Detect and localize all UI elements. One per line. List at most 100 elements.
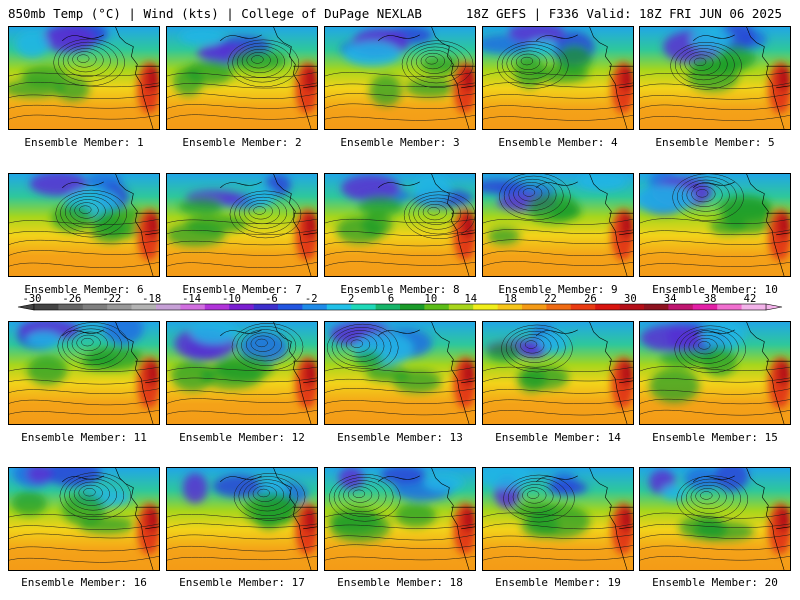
ensemble-member-label: Ensemble Member: 19 [495, 576, 621, 589]
ensemble-map-panel [324, 467, 476, 571]
coastline [693, 27, 790, 129]
temperature-map [167, 468, 317, 570]
colorbar-swatch [400, 304, 425, 310]
temperature-map [325, 27, 475, 129]
ensemble-member-label: Ensemble Member: 15 [652, 431, 778, 444]
temperature-anomalies [483, 174, 633, 261]
colorbar-swatch [522, 304, 547, 310]
temperature-map [325, 322, 475, 424]
temperature-map [167, 27, 317, 129]
colorbar-swatch [448, 304, 474, 310]
colorbar-tick-label: 22 [544, 294, 557, 305]
contour-lines [483, 324, 633, 416]
colorbar-swatch [156, 304, 181, 310]
temperature-map [640, 27, 790, 129]
coastline [220, 468, 317, 570]
colorbar-swatch [253, 304, 279, 310]
ensemble-map-panel [639, 467, 791, 571]
temperature-anomalies [173, 28, 317, 114]
temperature-anomalies [9, 27, 159, 114]
coastline [220, 174, 317, 276]
colorbar-swatch [619, 304, 645, 310]
temperature-anomalies [485, 323, 633, 409]
coastline [62, 174, 159, 276]
ensemble-member-label: Ensemble Member: 3 [340, 136, 460, 149]
ensemble-member-label: Ensemble Member: 10 [652, 283, 778, 296]
temperature-map [9, 322, 159, 424]
ensemble-member-label: Ensemble Member: 13 [337, 431, 463, 444]
colorbar-swatch [595, 304, 620, 310]
colorbar-swatch [351, 304, 376, 310]
temperature-map [640, 468, 790, 570]
contour-lines [9, 189, 159, 268]
colorbar-swatch [326, 304, 352, 310]
colorbar-tick-label: 14 [464, 294, 477, 305]
temperature-anomalies [336, 174, 475, 261]
coastline [378, 27, 475, 129]
colorbar-swatch [692, 304, 718, 310]
colorbar-swatch [424, 304, 450, 310]
colorbar-swatch [34, 304, 59, 310]
ensemble-map-panel [324, 173, 476, 277]
temperature-map [9, 27, 159, 129]
ensemble-map-panel [166, 173, 318, 277]
ensemble-member-label: Ensemble Member: 6 [24, 283, 144, 296]
ensemble-member-label: Ensemble Member: 4 [498, 136, 618, 149]
temperature-anomalies [483, 27, 633, 114]
colorbar-swatch [741, 304, 767, 310]
temperature-anomalies [663, 27, 790, 114]
colorbar-tick-label: -2 [305, 294, 318, 305]
ensemble-map-panel [324, 321, 476, 425]
colorbar-swatch [497, 304, 523, 310]
colorbar-tick-label: -26 [62, 294, 81, 305]
coastline [62, 468, 159, 570]
colorbar-tick-label: 6 [388, 294, 394, 305]
temperature-map [325, 468, 475, 570]
coastline [693, 322, 790, 424]
colorbar-swatch [570, 304, 596, 310]
contour-lines [640, 174, 790, 267]
contour-lines [640, 475, 790, 561]
colorbar-swatch [58, 304, 84, 310]
colorbar-tick-label: 26 [584, 294, 597, 305]
ensemble-member-label: Ensemble Member: 14 [495, 431, 621, 444]
ensemble-map-panel [166, 26, 318, 130]
ensemble-member-label: Ensemble Member: 7 [182, 283, 302, 296]
temperature-map [483, 27, 633, 129]
ensemble-map-panel [324, 26, 476, 130]
coastline [693, 174, 790, 276]
ensemble-map-panel [482, 26, 634, 130]
chart-title: 850mb Temp (°C) | Wind (kts) | College o… [8, 6, 422, 21]
contour-lines [325, 323, 475, 416]
colorbar-tick-label: 18 [504, 294, 517, 305]
ensemble-map-panel [166, 467, 318, 571]
contour-lines [167, 39, 317, 120]
ensemble-member-label: Ensemble Member: 9 [498, 283, 618, 296]
temperature-map [483, 468, 633, 570]
ensemble-member-label: Ensemble Member: 5 [655, 136, 775, 149]
temperature-map [167, 322, 317, 424]
contour-lines [640, 325, 790, 416]
colorbar-swatch [82, 304, 108, 310]
colorbar-swatch [107, 304, 132, 310]
colorbar-swatch [204, 304, 230, 310]
ensemble-member-label: Ensemble Member: 2 [182, 136, 302, 149]
temperature-colorbar: -30 -26 -22 -18 -14 -10 -6 -2 2 6 10 14 18 22 26 30 34 38… [17, 294, 783, 311]
colorbar-swatch [546, 304, 572, 310]
ensemble-map-panel [8, 26, 160, 130]
colorbar-tick-label: -22 [102, 294, 121, 305]
ensemble-member-label: Ensemble Member: 16 [21, 576, 147, 589]
contour-lines [9, 322, 159, 415]
colorbar-swatch [668, 304, 694, 310]
ensemble-member-label: Ensemble Member: 1 [24, 136, 144, 149]
ensemble-member-label: Ensemble Member: 12 [179, 431, 305, 444]
run-info: 18Z GEFS | F336 Valid: 18Z FRI JUN 06 20… [465, 6, 782, 21]
ensemble-map-panel [639, 26, 791, 130]
colorbar-tick-label: 2 [348, 294, 354, 305]
temperature-anomalies [171, 322, 317, 409]
temperature-map [640, 322, 790, 424]
colorbar-arrow-right [765, 303, 783, 311]
ensemble-map-panel [639, 321, 791, 425]
colorbar-swatch [644, 304, 669, 310]
temperature-map [167, 174, 317, 276]
